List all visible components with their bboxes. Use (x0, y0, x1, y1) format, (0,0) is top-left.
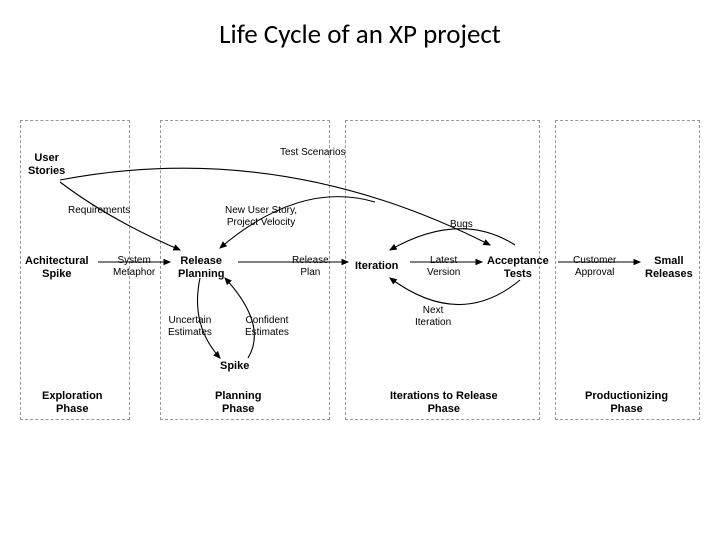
label-test-scenarios: Test Scenarios (280, 147, 346, 159)
node-release-planning: Release Planning (178, 255, 224, 280)
phase-label-production: Productionizing Phase (585, 390, 668, 415)
label-system-metaphor: System Metaphor (113, 255, 155, 278)
label-next-iteration: Next Iteration (415, 305, 451, 328)
phase-label-planning: Planning Phase (215, 390, 261, 415)
node-architectural-spike: Achitectural Spike (25, 255, 89, 280)
node-iteration: Iteration (355, 260, 398, 273)
label-release-plan: Release Plan (292, 255, 329, 278)
node-spike: Spike (220, 360, 249, 373)
label-latest-version: Latest Version (427, 255, 460, 278)
label-confident-estimates: Confident Estimates (245, 315, 289, 338)
xp-lifecycle-diagram: User Stories Achitectural Spike Release … (20, 120, 700, 430)
label-uncertain-estimates: Uncertain Estimates (168, 315, 212, 338)
label-bugs: Bugs (450, 219, 473, 231)
label-new-user-story: New User Story, Project Velocity (225, 205, 297, 228)
node-small-releases: Small Releases (645, 255, 693, 280)
node-user-stories: User Stories (28, 152, 65, 177)
node-acceptance-tests: Acceptance Tests (487, 255, 549, 280)
page-title: Life Cycle of an XP project (0, 18, 720, 51)
phase-label-exploration: Exploration Phase (42, 390, 103, 415)
label-customer-approval: Customer Approval (573, 255, 616, 278)
phase-label-iterations: Iterations to Release Phase (390, 390, 498, 415)
label-requirements: Requirements (68, 205, 130, 217)
